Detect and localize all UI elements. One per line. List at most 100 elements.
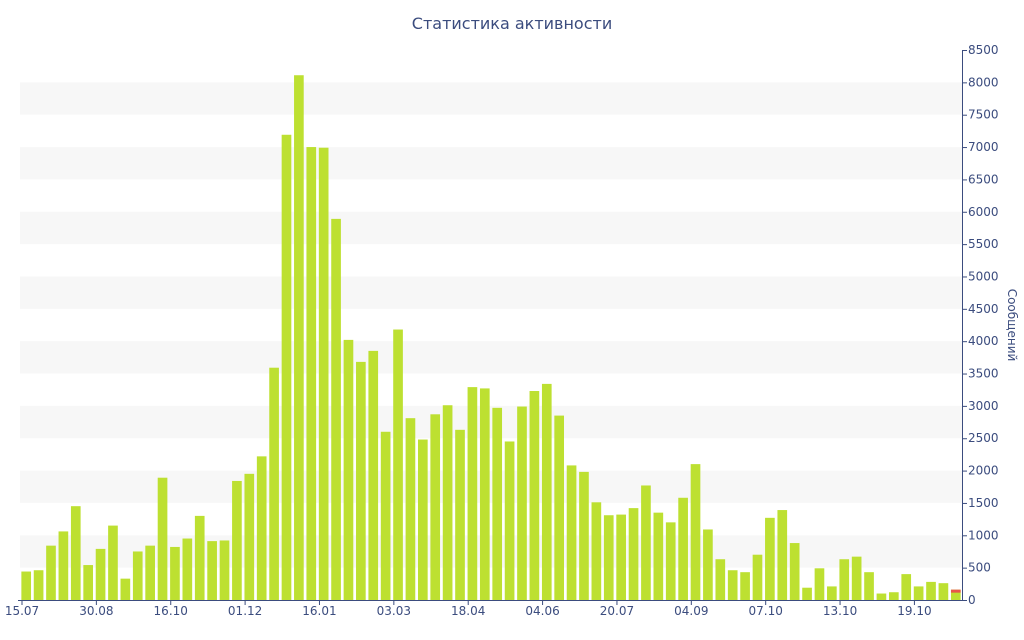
bar[interactable] [566,465,577,600]
bar[interactable] [913,586,924,600]
y-tick-label: 500 [968,561,991,575]
bar[interactable] [70,506,81,600]
bar[interactable] [157,477,168,600]
bar[interactable] [740,572,750,600]
bar[interactable] [541,383,552,600]
x-tick-label: 04.09 [674,604,708,618]
bar[interactable] [715,559,726,600]
bar[interactable] [33,570,44,600]
bar[interactable] [95,548,106,600]
bar[interactable] [306,147,317,600]
bar[interactable] [393,329,403,600]
bar[interactable] [938,583,949,600]
bar[interactable] [219,540,230,600]
bar[interactable] [591,502,602,600]
bar[interactable] [888,592,899,600]
bar[interactable] [467,387,478,600]
grid-band [20,211,962,245]
bar[interactable] [318,147,329,601]
bar[interactable] [479,388,490,600]
bar[interactable] [901,574,912,600]
bar[interactable] [356,361,366,600]
grid-band [20,82,962,115]
y-tick-label: 2500 [968,431,999,445]
bar[interactable] [678,497,688,600]
y-tick-label: 7500 [968,108,999,122]
bar[interactable] [517,406,527,600]
bar[interactable] [194,515,205,600]
y-axis-label: Сообщений [1005,289,1019,362]
bar[interactable] [405,418,416,600]
bar[interactable] [529,391,540,600]
grid-bands [20,82,962,568]
bar[interactable] [442,405,453,600]
y-tick-label: 8500 [968,43,999,57]
bar[interactable] [765,517,775,600]
bar[interactable] [182,538,193,600]
bar[interactable] [108,525,118,600]
bar[interactable] [232,480,242,600]
bar[interactable] [814,568,825,600]
bar[interactable] [690,464,701,600]
bar[interactable] [703,529,713,600]
bar[interactable] [83,565,94,600]
y-tick-label: 7000 [968,140,999,154]
bar[interactable] [58,531,69,600]
bar[interactable] [294,75,304,600]
y-tick-label: 1000 [968,528,999,542]
x-tick-label: 19.10 [897,604,931,618]
bar[interactable] [641,485,651,600]
bar[interactable] [455,429,465,600]
x-tick-label: 20.07 [600,604,634,618]
bar[interactable] [827,586,837,600]
bar[interactable] [864,572,874,600]
bar[interactable] [207,541,217,600]
bar[interactable] [492,407,503,600]
y-tick-label: 3000 [968,399,999,413]
bar[interactable] [368,350,379,600]
bar[interactable] [504,441,515,600]
bar[interactable] [256,456,267,600]
bar-highlight [950,589,961,593]
bar[interactable] [343,339,354,600]
bar[interactable] [851,556,862,600]
bar[interactable] [839,559,850,600]
bar[interactable] [417,439,428,600]
y-tick-label: 5500 [968,237,999,251]
bar[interactable] [281,134,292,600]
bar[interactable] [331,218,341,600]
bar[interactable] [950,589,961,600]
bar[interactable] [926,581,936,600]
x-tick-label: 01.12 [228,604,262,618]
bar[interactable] [802,587,812,600]
bar[interactable] [21,571,32,600]
bar[interactable] [789,543,800,600]
y-tick-label: 2000 [968,464,999,478]
y-tick-label: 4500 [968,302,999,316]
bar[interactable] [628,508,639,600]
bar[interactable] [120,578,131,600]
bar[interactable] [665,522,676,600]
bar[interactable] [554,415,565,600]
x-tick-label: 15.07 [5,604,39,618]
bar[interactable] [603,515,614,600]
grid-band [20,341,962,374]
bar[interactable] [727,570,738,600]
axes [18,50,967,605]
bar[interactable] [132,551,143,600]
bar[interactable] [145,545,155,600]
y-tick-label: 4000 [968,334,999,348]
bar[interactable] [170,546,180,600]
bar[interactable] [653,512,664,600]
bar[interactable] [616,514,626,600]
bar[interactable] [244,473,255,600]
bar[interactable] [876,593,887,600]
bar[interactable] [752,554,763,600]
bar[interactable] [46,545,56,600]
y-tick-label: 1500 [968,496,999,510]
bar[interactable] [380,431,391,600]
bar[interactable] [269,367,279,600]
bar[interactable] [430,414,441,600]
bar[interactable] [777,510,788,600]
bar[interactable] [579,471,589,600]
